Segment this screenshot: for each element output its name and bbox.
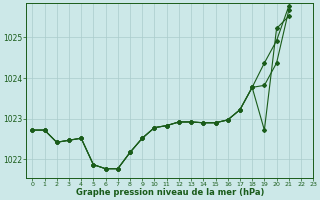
X-axis label: Graphe pression niveau de la mer (hPa): Graphe pression niveau de la mer (hPa) [76,188,264,197]
